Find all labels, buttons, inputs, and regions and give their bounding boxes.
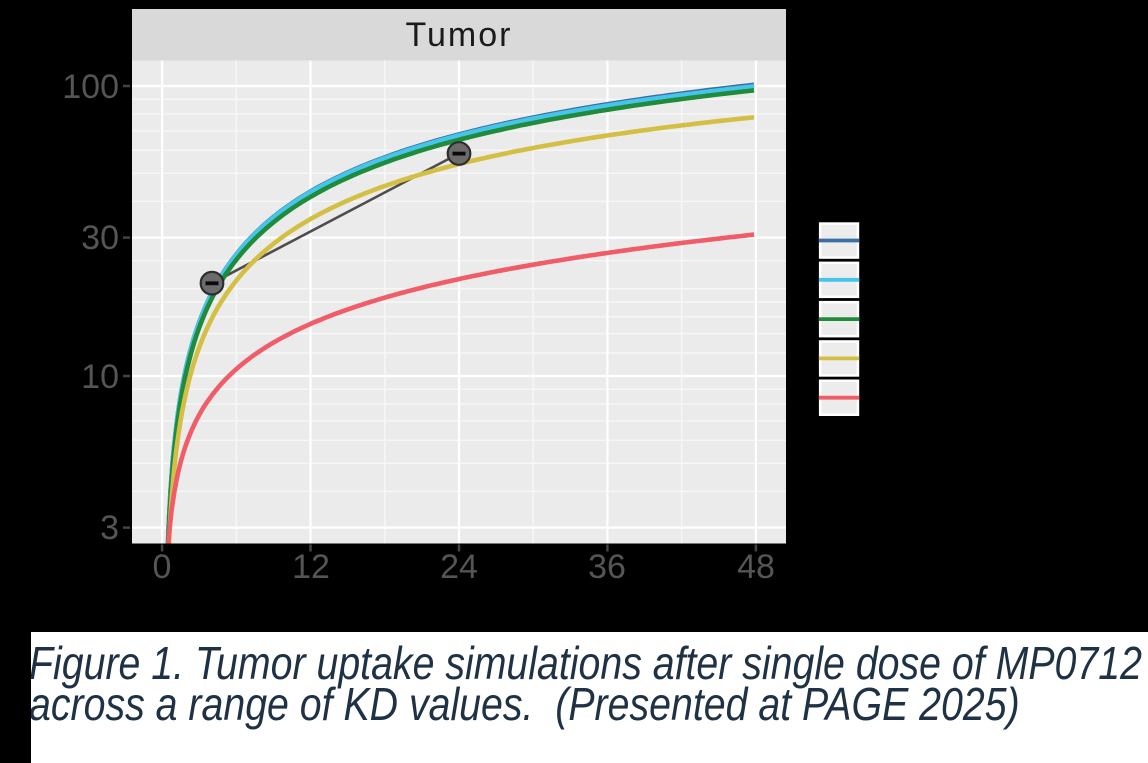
svg-text:0: 0 [153,548,172,586]
svg-text:100: 100 [62,68,119,106]
svg-text:3: 3 [100,509,119,547]
svg-text:24: 24 [440,548,478,586]
svg-text:12: 12 [292,548,330,586]
svg-text:30: 30 [81,219,119,257]
svg-text:Tumor: Tumor [406,16,513,54]
svg-text:36: 36 [588,548,626,586]
svg-text:48: 48 [737,548,775,586]
svg-text:10: 10 [81,358,119,396]
